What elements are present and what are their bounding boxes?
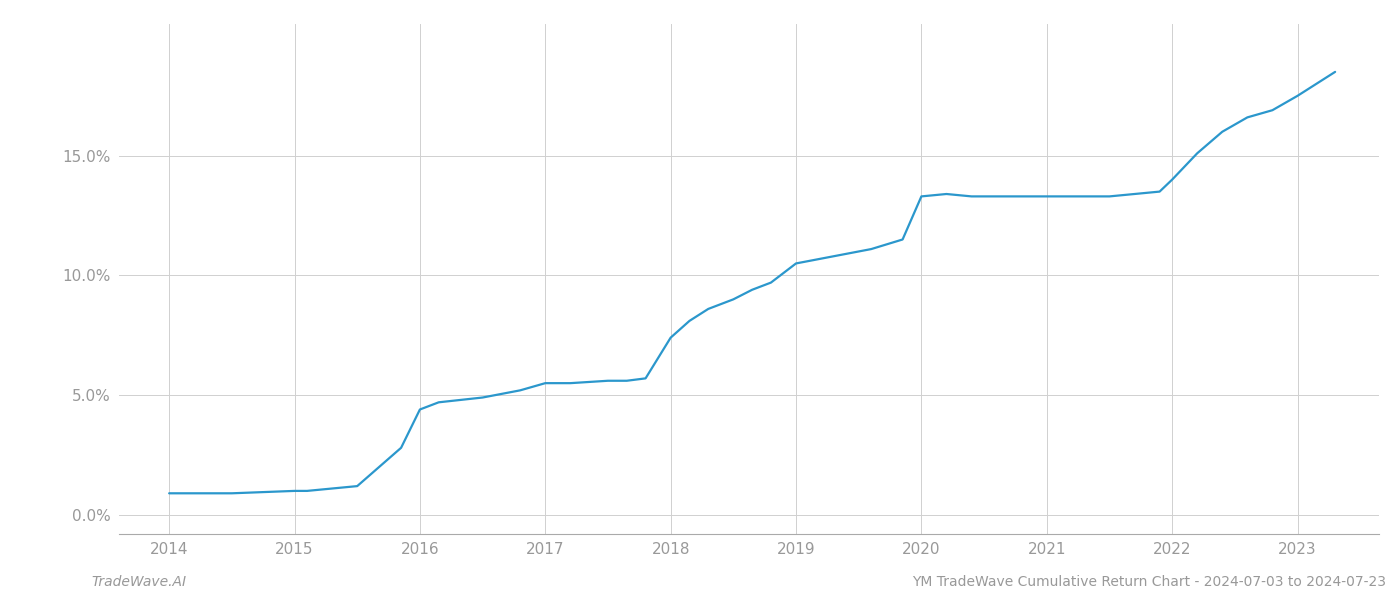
Text: YM TradeWave Cumulative Return Chart - 2024-07-03 to 2024-07-23: YM TradeWave Cumulative Return Chart - 2…: [911, 575, 1386, 589]
Text: TradeWave.AI: TradeWave.AI: [91, 575, 186, 589]
